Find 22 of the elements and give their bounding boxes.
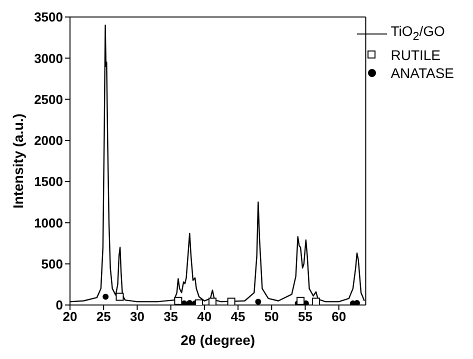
x-tick-label: 30 [130, 309, 144, 324]
y-tick-label: 1500 [34, 174, 63, 190]
y-tick-label: 3500 [34, 10, 63, 25]
x-tick-label: 20 [62, 309, 78, 324]
x-tick-label: 35 [164, 309, 178, 324]
y-tick-label: 3000 [34, 50, 63, 66]
y-tick-label: 0 [56, 298, 63, 313]
legend-label: ANATASE [390, 64, 454, 82]
y-tick-label: 1000 [34, 215, 63, 230]
y-tick-label: 500 [41, 256, 63, 272]
legend-label: RUTILE [390, 46, 441, 64]
y-axis-title: Intensity (a.u.) [10, 114, 26, 208]
legend-label: TiO$_{2}$/GO [390, 22, 445, 45]
x-tick-label: 55 [298, 309, 312, 324]
x-axis-title: 2θ (degree) [180, 332, 256, 348]
x-tick-label: 25 [96, 309, 111, 324]
y-tick-label: 2000 [34, 133, 63, 148]
x-tick-label: 45 [230, 309, 246, 324]
y-tick-label: 2500 [34, 92, 63, 107]
x-tick-label: 50 [264, 309, 279, 324]
x-tick-label: 40 [197, 309, 212, 324]
x-tick-label: 60 [332, 309, 346, 324]
